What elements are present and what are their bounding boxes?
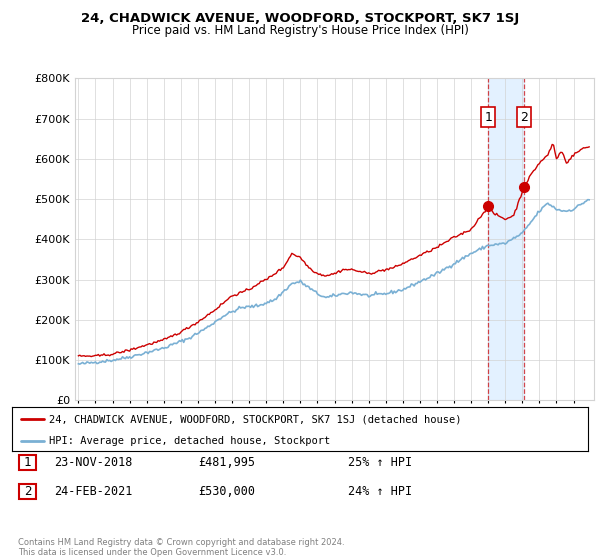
Text: 1: 1	[24, 456, 31, 469]
Text: £530,000: £530,000	[198, 484, 255, 498]
FancyBboxPatch shape	[19, 484, 36, 500]
Text: 2: 2	[520, 110, 528, 124]
Text: £481,995: £481,995	[198, 455, 255, 469]
Text: Price paid vs. HM Land Registry's House Price Index (HPI): Price paid vs. HM Land Registry's House …	[131, 24, 469, 36]
FancyBboxPatch shape	[19, 455, 36, 470]
Text: 24-FEB-2021: 24-FEB-2021	[54, 484, 133, 498]
Text: 1: 1	[484, 110, 492, 124]
Text: 23-NOV-2018: 23-NOV-2018	[54, 455, 133, 469]
Text: HPI: Average price, detached house, Stockport: HPI: Average price, detached house, Stoc…	[49, 436, 331, 446]
Text: 24% ↑ HPI: 24% ↑ HPI	[348, 484, 412, 498]
Text: Contains HM Land Registry data © Crown copyright and database right 2024.
This d: Contains HM Land Registry data © Crown c…	[18, 538, 344, 557]
Text: 25% ↑ HPI: 25% ↑ HPI	[348, 455, 412, 469]
Bar	[574, 78, 600, 400]
Text: 24, CHADWICK AVENUE, WOODFORD, STOCKPORT, SK7 1SJ (detached house): 24, CHADWICK AVENUE, WOODFORD, STOCKPORT…	[49, 414, 462, 424]
Bar	[488, 78, 524, 400]
Text: 24, CHADWICK AVENUE, WOODFORD, STOCKPORT, SK7 1SJ: 24, CHADWICK AVENUE, WOODFORD, STOCKPORT…	[81, 12, 519, 25]
Text: 2: 2	[24, 485, 31, 498]
